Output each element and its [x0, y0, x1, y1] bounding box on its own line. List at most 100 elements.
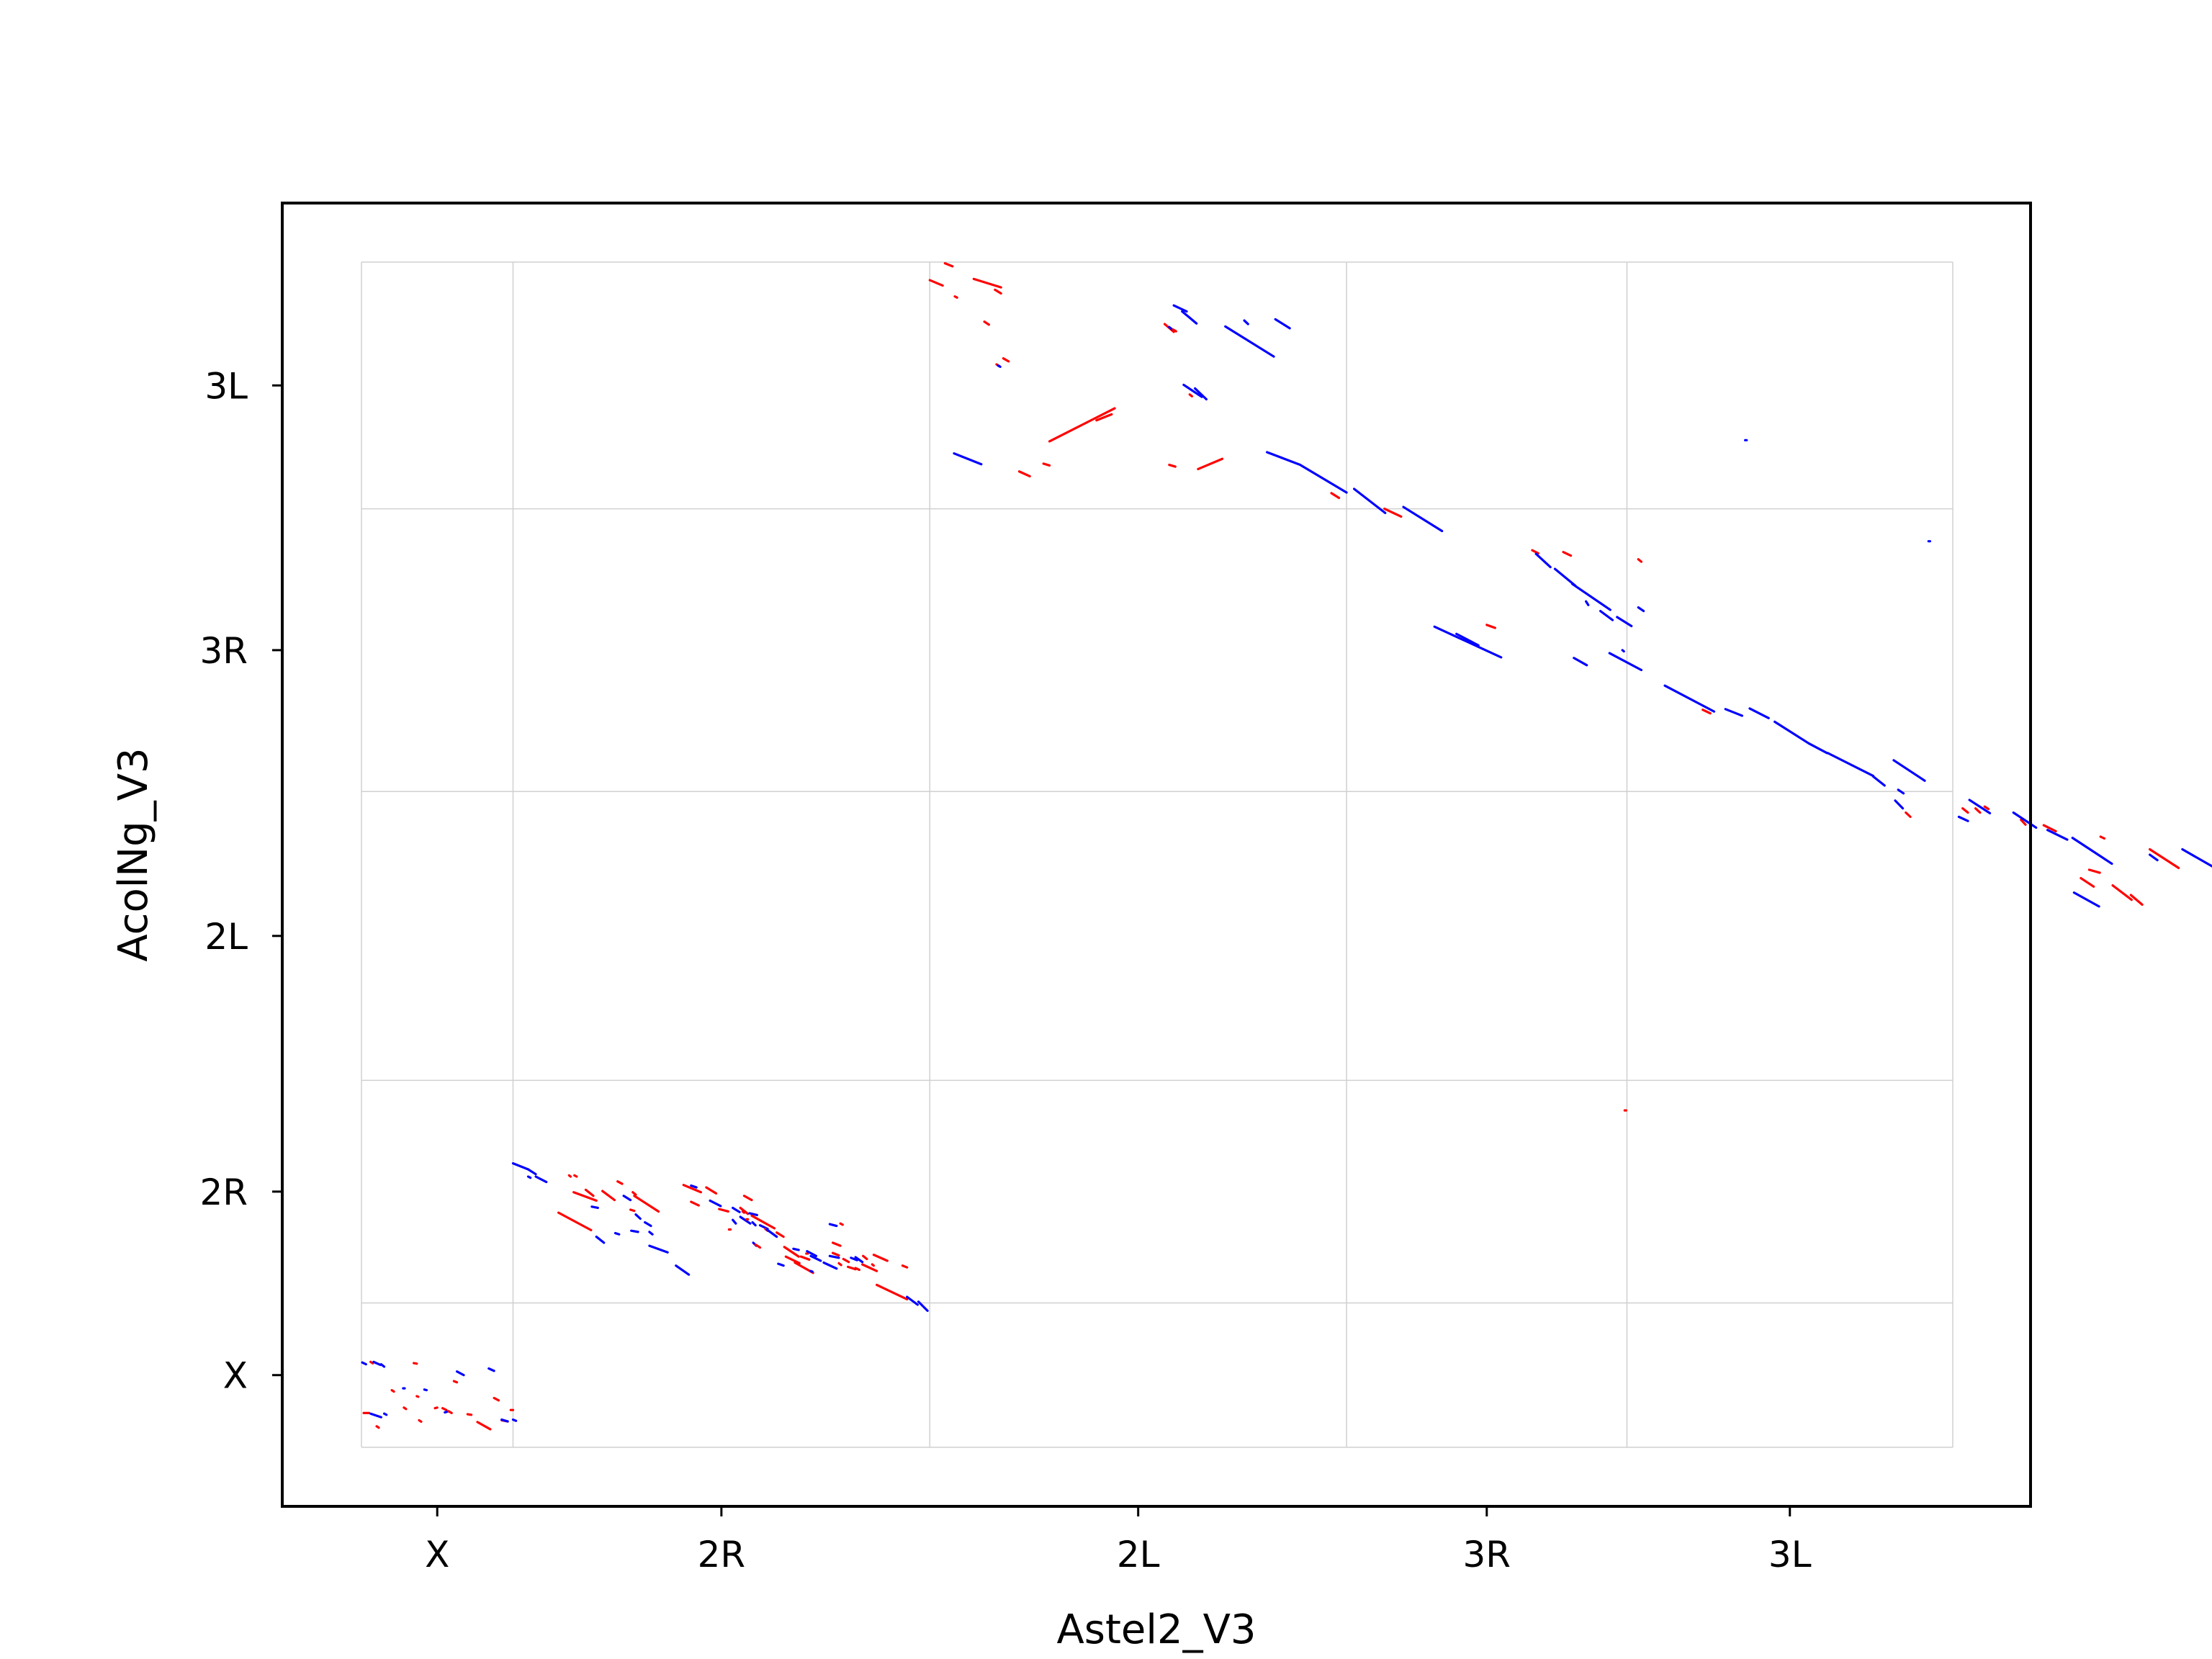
forward-alignment-segment: [783, 1246, 800, 1258]
reverse-alignment-segment: [1571, 583, 1611, 611]
x-axis-title: Astel2_V3: [1056, 1606, 1256, 1653]
forward-alignment-segment: [901, 1264, 909, 1269]
forward-alignment-segment: [418, 1419, 423, 1424]
forward-alignment-segment: [1095, 413, 1113, 422]
reverse-alignment-segment: [1534, 552, 1552, 569]
reverse-alignment-segment: [1585, 600, 1590, 606]
reverse-alignment-segment: [751, 1220, 757, 1227]
reverse-alignment-segment: [1807, 742, 1828, 755]
reverse-alignment-segment: [534, 1175, 548, 1184]
forward-alignment-segment: [2111, 884, 2133, 902]
reverse-alignment-segment: [1637, 606, 1645, 613]
reverse-alignment-segment: [1894, 799, 1905, 810]
forward-alignment-segment: [861, 1263, 878, 1272]
reverse-alignment-segment: [1724, 708, 1744, 717]
reverse-alignment-segment: [379, 1363, 386, 1368]
forward-alignment-segment: [718, 1208, 729, 1213]
forward-alignment-segment: [2020, 818, 2027, 826]
forward-alignment-segment: [476, 1421, 492, 1431]
reverse-alignment-segment: [1599, 610, 1614, 621]
reverse-alignment-segment: [590, 1205, 599, 1210]
forward-alignment-segment: [837, 1262, 842, 1267]
x-tick-label: 3L: [1768, 1534, 1812, 1575]
reverse-alignment-segment: [622, 1195, 632, 1202]
forward-alignment-segment: [629, 1208, 636, 1213]
forward-alignment-segment: [2129, 894, 2144, 906]
forward-alignment-segment: [573, 1174, 578, 1178]
reverse-alignment-segment: [822, 1261, 838, 1270]
y-tick-label: X: [223, 1355, 248, 1397]
forward-alignment-segment: [742, 1195, 753, 1202]
reverse-alignment-segment: [1621, 649, 1625, 653]
alignment-segments: [361, 262, 2212, 1431]
reverse-alignment-segment: [1897, 788, 1905, 795]
forward-alignment-segment: [1983, 805, 1990, 811]
forward-alignment-segment: [953, 295, 958, 299]
forward-alignment-segment: [739, 1206, 750, 1215]
reverse-alignment-segment: [1194, 387, 1208, 401]
reverse-alignment-segment: [2046, 829, 2069, 841]
reverse-alignment-segment: [526, 1168, 537, 1176]
forward-alignment-segment: [775, 1231, 785, 1238]
reverse-alignment-segment: [648, 1244, 669, 1254]
reverse-alignment-segment: [2149, 853, 2159, 862]
reverse-alignment-segment: [500, 1418, 509, 1423]
reverse-alignment-segment: [595, 1235, 606, 1244]
forward-alignment-segment: [584, 1188, 595, 1197]
reverse-alignment-segment: [917, 1300, 929, 1312]
forward-alignment-segment: [831, 1241, 842, 1247]
reverse-alignment-segment: [1224, 325, 1275, 358]
reverse-alignment-segment: [1433, 625, 1503, 659]
forward-alignment-segment: [447, 1410, 453, 1414]
forward-alignment-segment: [452, 1380, 459, 1384]
reverse-alignment-segment: [1300, 464, 1348, 494]
forward-alignment-segment: [2042, 824, 2057, 833]
forward-alignment-segment: [871, 1263, 876, 1267]
reverse-alignment-segment: [809, 1254, 822, 1262]
reverse-alignment-segment: [511, 1418, 518, 1422]
reverse-alignment-segment: [1455, 632, 1480, 647]
reverse-alignment-segment: [382, 1412, 388, 1416]
forward-alignment-segment: [1531, 549, 1539, 554]
forward-alignment-segment: [831, 1251, 840, 1257]
forward-alignment-segment: [633, 1195, 660, 1213]
y-tick-label: 2L: [204, 916, 248, 958]
forward-alignment-segment: [616, 1180, 624, 1185]
forward-alignment-segment: [690, 1200, 700, 1207]
reverse-alignment-segment: [765, 1228, 778, 1238]
forward-alignment-segment: [1042, 462, 1051, 467]
forward-alignment-segment: [567, 1174, 572, 1178]
reverse-alignment-segment: [732, 1218, 737, 1225]
forward-alignment-segment: [1485, 624, 1496, 629]
forward-alignment-segment: [1974, 807, 1982, 814]
forward-alignment-segment: [1017, 470, 1031, 478]
forward-alignment-segment: [1383, 507, 1403, 518]
x-tick-label: 2R: [698, 1534, 746, 1575]
grid-lines: [361, 261, 1954, 1448]
forward-alignment-segment: [705, 1186, 718, 1195]
reverse-alignment-segment: [1616, 616, 1633, 628]
reverse-alignment-segment: [2012, 811, 2038, 830]
reverse-alignment-segment: [739, 1215, 752, 1225]
reverse-alignment-segment: [1826, 752, 1875, 778]
reverse-alignment-segment: [997, 364, 1002, 368]
plot-frame: [281, 202, 2032, 1508]
forward-alignment-segment: [493, 1396, 500, 1402]
reverse-alignment-segment: [1274, 318, 1291, 330]
reverse-alignment-segment: [850, 1256, 858, 1262]
reverse-alignment-segment: [526, 1175, 532, 1179]
forward-alignment-segment: [601, 1190, 616, 1202]
reverse-alignment-segment: [1663, 684, 1716, 713]
forward-alignment-segment: [369, 1360, 374, 1364]
reverse-alignment-segment: [828, 1223, 838, 1228]
forward-alignment-segment: [557, 1211, 593, 1231]
reverse-alignment-segment: [906, 1295, 920, 1306]
reverse-alignment-segment: [1892, 759, 1926, 782]
forward-alignment-segment: [1562, 551, 1573, 557]
reverse-alignment-segment: [1573, 657, 1588, 667]
x-tick-label: X: [425, 1534, 449, 1575]
forward-alignment-segment: [2087, 868, 2101, 874]
reverse-alignment-segment: [792, 1247, 800, 1251]
forward-alignment-segment: [842, 1257, 850, 1264]
